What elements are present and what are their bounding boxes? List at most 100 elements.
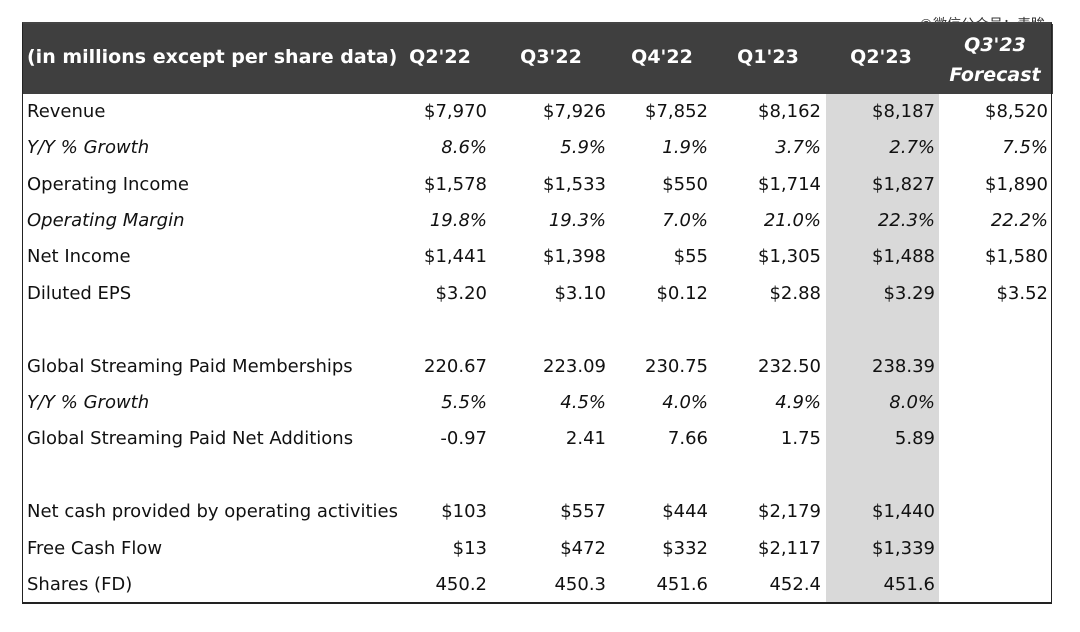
row-label: Revenue	[27, 101, 106, 122]
cell-q3-22: $472	[560, 538, 606, 559]
cell-q2-23: 238.39	[872, 356, 935, 377]
cell-q2-22: $3.20	[435, 283, 487, 304]
cell-q3-22: $557	[560, 501, 606, 522]
cell-q2-22: $1,578	[424, 174, 487, 195]
cell-q3-22: 2.41	[565, 428, 606, 449]
header-label: (in millions except per share data)	[27, 46, 398, 68]
table-row: Operating Margin 19.8% 19.3% 7.0% 21.0% 22.3%…	[0, 203, 1080, 239]
cell-q2-22: -0.97	[440, 428, 487, 449]
cell-q3-22: $1,398	[543, 246, 606, 267]
row-label: Operating Margin	[27, 210, 185, 231]
row-label: Free Cash Flow	[27, 538, 163, 559]
cell-q4-22: 451.6	[656, 574, 708, 595]
cell-q3-23: $3.52	[996, 283, 1048, 304]
cell-q2-23: 8.0%	[889, 392, 935, 413]
cell-q4-22: $444	[662, 501, 708, 522]
cell-q4-22: 7.0%	[662, 210, 708, 231]
cell-q3-22: 223.09	[543, 356, 606, 377]
cell-q1-23: 232.50	[758, 356, 821, 377]
cell-q2-23: $8,187	[872, 101, 935, 122]
cell-q4-22: $7,852	[645, 101, 708, 122]
header-forecast-period: Q3'23	[964, 34, 1026, 56]
row-label: Global Streaming Paid Net Additions	[27, 428, 354, 449]
cell-q2-22: $1,441	[424, 246, 487, 267]
header-forecast-label: Forecast	[949, 64, 1041, 86]
cell-q2-22: $7,970	[424, 101, 487, 122]
cell-q1-23: 1.75	[780, 428, 821, 449]
cell-q3-23: $8,520	[985, 101, 1048, 122]
cell-q1-23: 21.0%	[763, 210, 821, 231]
cell-q2-23: $3.29	[883, 283, 935, 304]
cell-q2-23: $1,827	[872, 174, 935, 195]
cell-q1-23: $8,162	[758, 101, 821, 122]
cell-q2-22: $103	[441, 501, 487, 522]
cell-q2-22: 8.6%	[441, 137, 487, 158]
cell-q3-23: $1,890	[985, 174, 1048, 195]
table-row: Y/Y % Growth 8.6% 5.9% 1.9% 3.7% 2.7% 7.5%	[0, 130, 1080, 166]
table-row: Revenue $7,970 $7,926 $7,852 $8,162 $8,187 $8,…	[0, 94, 1080, 130]
cell-q2-22: 5.5%	[441, 392, 487, 413]
cell-q2-22: 220.67	[424, 356, 487, 377]
cell-q2-22: 19.8%	[429, 210, 487, 231]
cell-q3-22: 450.3	[554, 574, 606, 595]
cell-q1-23: 3.7%	[775, 137, 821, 158]
cell-q2-23: $1,440	[872, 501, 935, 522]
table-row: Y/Y % Growth 5.5% 4.5% 4.0% 4.9% 8.0%	[0, 385, 1080, 421]
table-row: Net Income $1,441 $1,398 $55 $1,305 $1,488 $1,…	[0, 239, 1080, 275]
cell-q3-22: 5.9%	[560, 137, 606, 158]
cell-q1-23: 452.4	[769, 574, 821, 595]
cell-q1-23: $1,305	[758, 246, 821, 267]
row-label: Net Income	[27, 246, 131, 267]
highlighted-column-q2-23	[826, 94, 939, 604]
cell-q4-22: 1.9%	[662, 137, 708, 158]
cell-q3-22: $7,926	[543, 101, 606, 122]
cell-q1-23: $1,714	[758, 174, 821, 195]
row-label: Net cash provided by operating activitie…	[27, 501, 399, 522]
cell-q4-22: 230.75	[645, 356, 708, 377]
row-label: Operating Income	[27, 174, 189, 195]
table-row: Diluted EPS $3.20 $3.10 $0.12 $2.88 $3.29 $3.5…	[0, 276, 1080, 312]
header-period-q2-23: Q2'23	[850, 46, 912, 68]
table-header	[23, 24, 1053, 94]
row-label: Y/Y % Growth	[27, 392, 150, 413]
cell-q3-22: $3.10	[554, 283, 606, 304]
cell-q3-22: 19.3%	[548, 210, 606, 231]
cell-q2-23: 2.7%	[889, 137, 935, 158]
table-frame	[22, 22, 1052, 604]
cell-q4-22: $0.12	[656, 283, 708, 304]
cell-q4-22: 4.0%	[662, 392, 708, 413]
cell-q2-22: 450.2	[435, 574, 487, 595]
cell-q4-22: $55	[673, 246, 708, 267]
header-forecast: Q3'23 Forecast	[949, 30, 1040, 90]
cell-q1-23: 4.9%	[775, 392, 821, 413]
cell-q3-22: $1,533	[543, 174, 606, 195]
cell-q1-23: $2,117	[758, 538, 821, 559]
cell-q3-23: 7.5%	[1002, 137, 1048, 158]
cell-q3-23: 22.2%	[990, 210, 1048, 231]
cell-q2-23: $1,339	[872, 538, 935, 559]
cell-q4-22: $332	[662, 538, 708, 559]
row-label: Shares (FD)	[27, 574, 133, 595]
cell-q3-22: 4.5%	[560, 392, 606, 413]
table-row: Global Streaming Paid Memberships 220.67 2…	[0, 349, 1080, 385]
table-row: Shares (FD) 450.2 450.3 451.6 452.4 451.6	[0, 567, 1080, 603]
header-period-q1-23: Q1'23	[737, 46, 799, 68]
cell-q1-23: $2.88	[769, 283, 821, 304]
header-period-q3-22: Q3'22	[520, 46, 582, 68]
table-row: Operating Income $1,578 $1,533 $550 $1,714 $1…	[0, 167, 1080, 203]
cell-q4-22: 7.66	[667, 428, 708, 449]
table-row: Global Streaming Paid Net Additions -0.97…	[0, 421, 1080, 457]
cell-q2-23: 22.3%	[877, 210, 935, 231]
cell-q4-22: $550	[662, 174, 708, 195]
header-period-q4-22: Q4'22	[631, 46, 693, 68]
table-row: Free Cash Flow $13 $472 $332 $2,117 $1,339	[0, 531, 1080, 567]
cell-q2-23: 5.89	[894, 428, 935, 449]
row-label: Diluted EPS	[27, 283, 132, 304]
cell-q2-22: $13	[452, 538, 487, 559]
cell-q2-23: $1,488	[872, 246, 935, 267]
row-label: Y/Y % Growth	[27, 137, 150, 158]
cell-q3-23: $1,580	[985, 246, 1048, 267]
header-period-q2-22: Q2'22	[409, 46, 471, 68]
cell-q1-23: $2,179	[758, 501, 821, 522]
table-row: Net cash provided by operating activitie…	[0, 494, 1080, 530]
